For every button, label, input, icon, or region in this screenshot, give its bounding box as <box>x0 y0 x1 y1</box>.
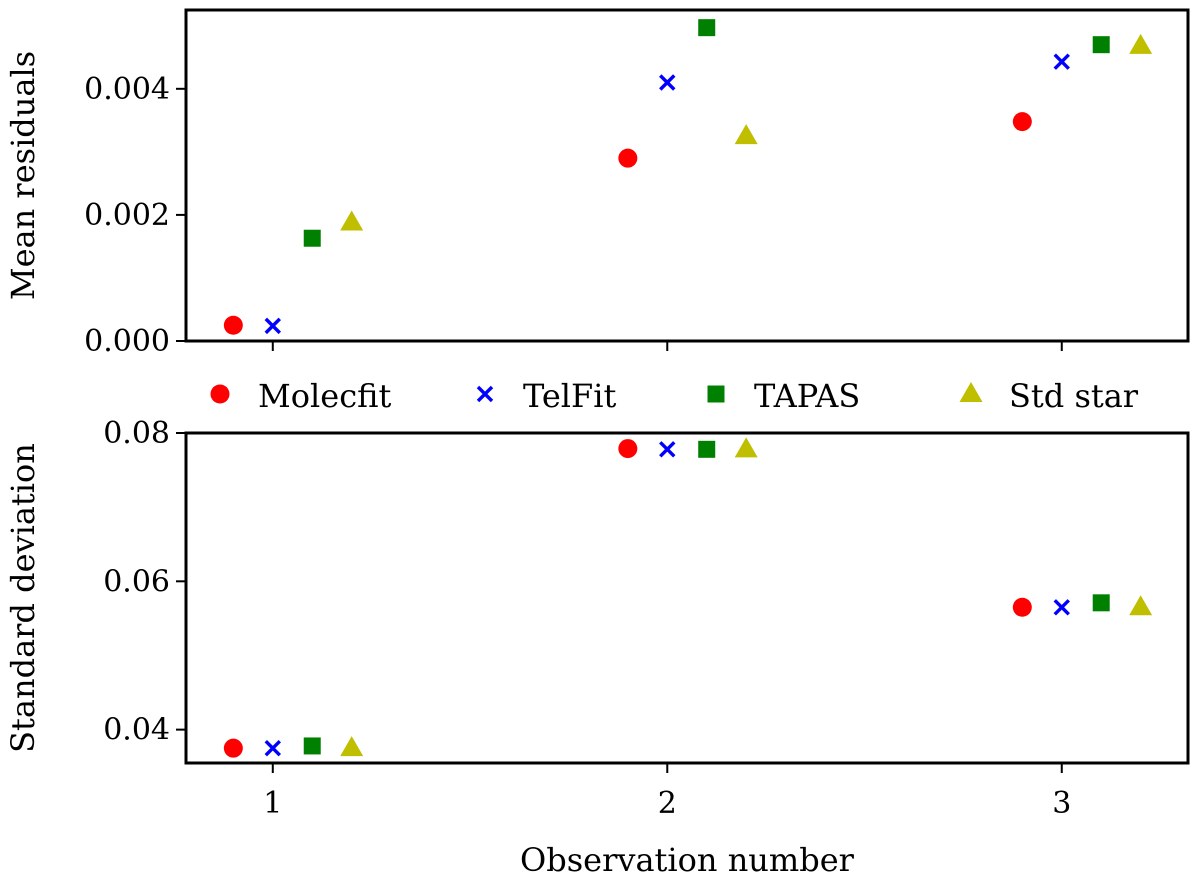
legend-marker-std-star <box>959 382 983 402</box>
point-molecfit-2-2 <box>618 439 638 459</box>
legend-marker-telfit-stroke-b <box>476 385 494 403</box>
y-tick-label-2-2: 0.06 <box>103 564 170 599</box>
y-tick-label-1-3: 0.004 <box>84 72 170 107</box>
legend-marker-tapas <box>707 385 725 403</box>
point-tapas-1-1 <box>303 229 321 247</box>
legend: Molecfit TelFit TAPAS Std star <box>210 377 1139 415</box>
point-molecfit-2-1 <box>223 738 243 758</box>
point-telfit-1-1-stroke-b <box>264 317 281 335</box>
legend-entry-tapas: TAPAS <box>707 377 860 415</box>
x-tick-label-2-2: 2 <box>658 786 677 821</box>
point-std-star-1-2 <box>734 124 758 145</box>
point-std-star-2-3 <box>1129 595 1153 616</box>
panels: 0.000 0.002 0.004 Mean residuals 1 2 3 0.04 0.06… <box>4 8 1190 879</box>
legend-label-tapas: TAPAS <box>754 377 860 415</box>
legend-label-std-star: Std star <box>1009 377 1139 415</box>
x-tick-label-2-3: 3 <box>1052 786 1071 821</box>
panel-2-frame <box>184 431 1190 765</box>
point-telfit-2-1-stroke-b <box>264 739 281 757</box>
point-tapas-2-1 <box>303 737 321 755</box>
point-tapas-2-3 <box>1092 594 1110 612</box>
point-std-star-1-1 <box>340 210 364 231</box>
point-telfit-1-3 <box>1053 53 1070 70</box>
point-telfit-2-2 <box>659 441 676 458</box>
point-tapas-2-2 <box>698 440 716 458</box>
legend-entry-std-star: Std star <box>959 377 1139 415</box>
legend-entry-telfit: TelFit <box>476 377 616 415</box>
y-axis-label-1: Mean residuals <box>4 51 42 300</box>
y-tick-label-1-2: 0.002 <box>84 198 170 233</box>
panel-1: 0.000 0.002 0.004 Mean residuals <box>4 8 1190 359</box>
point-std-star-1-3 <box>1129 33 1153 54</box>
y-tick-label-1-1: 0.000 <box>84 324 170 359</box>
point-tapas-1-2 <box>698 19 716 37</box>
point-telfit-2-2-stroke-b <box>659 441 676 458</box>
point-molecfit-1-3 <box>1012 112 1032 132</box>
point-telfit-1-1 <box>264 317 281 335</box>
legend-label-molecfit: Molecfit <box>258 377 391 415</box>
point-molecfit-2-3 <box>1012 597 1032 617</box>
point-std-star-2-2 <box>734 437 758 458</box>
panel-2-points <box>223 437 1153 758</box>
point-molecfit-1-2 <box>618 148 638 168</box>
legend-marker-molecfit <box>210 384 230 404</box>
x-axis-label-2: Observation number <box>520 841 855 879</box>
legend-marker-telfit <box>476 385 494 403</box>
point-telfit-1-2-stroke-b <box>659 74 676 91</box>
point-telfit-1-3-stroke-b <box>1053 53 1070 70</box>
legend-entry-molecfit: Molecfit <box>210 377 391 415</box>
point-std-star-2-1 <box>340 736 364 757</box>
panel-1-points <box>223 19 1153 335</box>
y-tick-label-2-3: 0.08 <box>103 416 170 451</box>
panel-1-frame <box>184 8 1190 343</box>
point-telfit-2-3-stroke-b <box>1053 599 1070 616</box>
panel-2: 1 2 3 0.04 0.06 0.08 Standard deviation Observa… <box>4 416 1190 879</box>
point-telfit-2-3 <box>1053 599 1070 616</box>
point-molecfit-1-1 <box>223 315 243 335</box>
legend-label-telfit: TelFit <box>523 377 616 415</box>
y-axis-label-2: Standard deviation <box>4 443 42 753</box>
x-tick-label-2-1: 1 <box>263 786 282 821</box>
y-tick-label-2-1: 0.04 <box>103 713 170 748</box>
point-telfit-2-1 <box>264 739 281 757</box>
point-telfit-1-2 <box>659 74 676 91</box>
point-tapas-1-3 <box>1092 36 1110 54</box>
